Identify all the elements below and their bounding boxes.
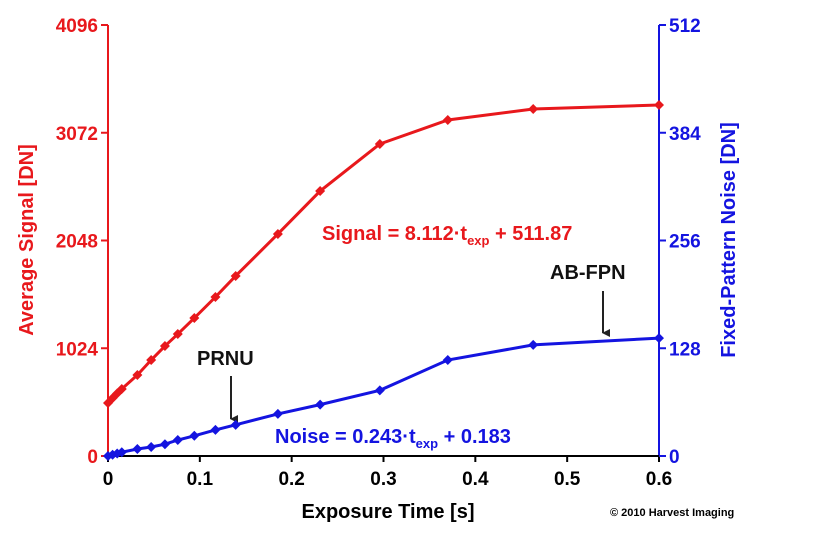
x-tick-label: 0.5 xyxy=(554,469,581,490)
data-point xyxy=(315,399,326,410)
x-axis-label: Exposure Time [s] xyxy=(301,501,474,523)
data-point xyxy=(272,228,283,239)
x-tick-label: 0.4 xyxy=(462,469,489,490)
annotation: AB-FPN xyxy=(550,262,626,284)
data-point xyxy=(272,408,283,419)
data-point xyxy=(116,383,127,394)
y-tick-label: 2048 xyxy=(56,232,98,253)
data-point xyxy=(132,444,143,455)
y-tick-label: 0 xyxy=(87,447,98,468)
data-point xyxy=(442,355,453,366)
data-point xyxy=(315,186,326,197)
series-line xyxy=(106,103,660,404)
data-point xyxy=(146,441,157,452)
data-point xyxy=(210,424,221,435)
annotation: Noise = 0.243·texp + 0.183 xyxy=(275,426,511,451)
data-point xyxy=(374,385,385,396)
data-point xyxy=(189,313,200,324)
x-tick-label: 0.3 xyxy=(370,469,396,490)
data-point xyxy=(189,430,200,441)
data-point xyxy=(374,139,385,150)
data-point xyxy=(654,333,664,344)
annotation: PRNU xyxy=(197,348,254,370)
y2-tick-label: 512 xyxy=(669,16,701,37)
data-point xyxy=(654,99,664,110)
y2-axis-label: Fixed-Pattern Noise [DN] xyxy=(718,122,740,358)
y2-tick-label: 256 xyxy=(669,232,701,253)
y-tick-label: 4096 xyxy=(56,16,98,37)
data-point xyxy=(146,355,157,366)
x-tick-label: 0.1 xyxy=(187,469,214,490)
y2-tick-label: 0 xyxy=(669,447,680,468)
y2-tick-label: 128 xyxy=(669,339,701,360)
data-point xyxy=(442,115,453,126)
data-point xyxy=(172,329,183,340)
y-tick-label: 1024 xyxy=(56,339,99,360)
x-tick-label: 0.6 xyxy=(646,469,672,490)
data-point xyxy=(159,439,170,450)
y-axis-label: Average Signal [DN] xyxy=(16,144,38,336)
y-tick-label: 3072 xyxy=(56,124,98,145)
x-tick-label: 0.2 xyxy=(278,469,304,490)
data-point xyxy=(230,270,241,281)
data-point xyxy=(132,369,143,380)
data-point xyxy=(172,435,183,446)
data-point xyxy=(230,419,241,430)
copyright: © 2010 Harvest Imaging xyxy=(610,507,734,519)
data-point xyxy=(116,447,127,458)
annotation: Signal = 8.112·texp + 511.87 xyxy=(322,223,572,248)
data-point xyxy=(528,339,539,350)
data-point xyxy=(210,292,221,303)
y2-tick-label: 384 xyxy=(669,124,701,145)
x-tick-label: 0 xyxy=(103,469,114,490)
data-point xyxy=(528,103,539,114)
data-point xyxy=(159,341,170,352)
